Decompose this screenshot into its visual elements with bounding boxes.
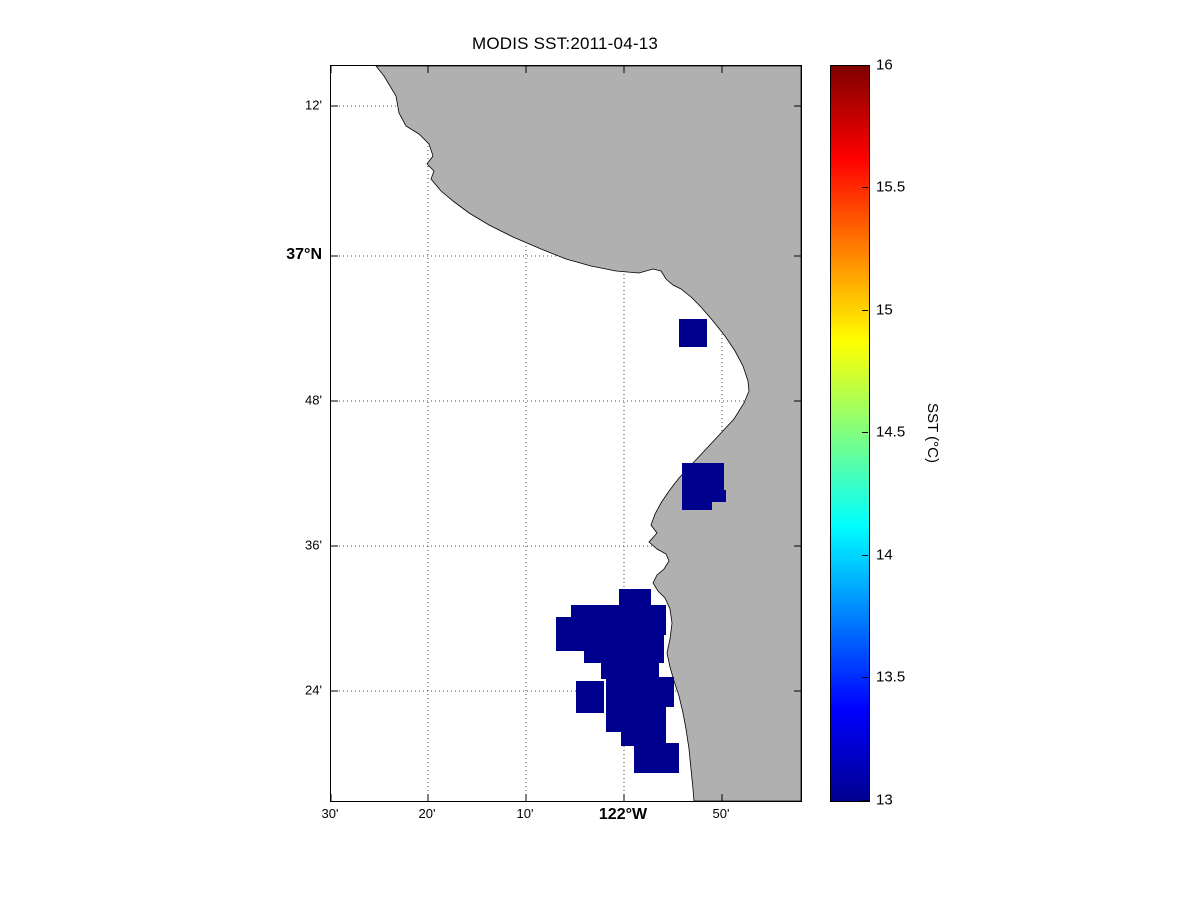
y-tick-label: 36' xyxy=(305,537,322,553)
y-tick-label: 37°N xyxy=(286,246,322,263)
colorbar-tick-mark xyxy=(862,432,868,433)
sst-pixel-patch xyxy=(571,605,666,635)
sst-map-svg xyxy=(331,66,801,801)
x-tick-label: 30' xyxy=(321,806,339,821)
colorbar-tick-mark xyxy=(862,187,868,188)
map-plot-area xyxy=(330,65,802,802)
x-tick-label: 50' xyxy=(712,806,730,821)
colorbar-tick-mark xyxy=(862,677,868,678)
x-tick-label: 10' xyxy=(516,806,534,821)
sst-pixel-patch xyxy=(584,635,664,663)
sst-pixel-patch xyxy=(621,701,666,746)
sst-pixel-patch xyxy=(682,496,712,510)
colorbar-tick-label: 14.5 xyxy=(876,423,906,441)
colorbar-axis-label: SST (°C) xyxy=(924,403,941,463)
colorbar-tick-label: 16 xyxy=(876,56,893,74)
colorbar-tick-label: 13 xyxy=(876,791,893,809)
chart-title: MODIS SST:2011-04-13 xyxy=(471,34,659,53)
land-polygon xyxy=(375,66,801,801)
y-tick-label: 48' xyxy=(305,392,322,408)
colorbar-tick-mark xyxy=(862,800,868,801)
sst-pixel-patch xyxy=(556,617,586,651)
colorbar-tick-mark xyxy=(862,65,868,66)
colorbar-tick-label: 14 xyxy=(876,546,893,564)
sst-pixel-patch xyxy=(712,490,726,502)
colorbar-tick-mark xyxy=(862,310,868,311)
sst-pixel-patch xyxy=(634,743,679,773)
sst-pixel-patch xyxy=(619,589,651,607)
y-tick-label: 12' xyxy=(305,97,322,113)
colorbar-tick-label: 13.5 xyxy=(876,668,906,686)
colorbar-tick-mark xyxy=(862,555,868,556)
colorbar-tick-label: 15 xyxy=(876,301,893,319)
x-tick-label: 20' xyxy=(418,806,436,821)
colorbar xyxy=(830,65,870,802)
sst-pixel-patch xyxy=(601,663,659,679)
y-tick-label: 24' xyxy=(305,682,322,698)
sst-pixel-patch xyxy=(576,681,604,713)
sst-pixel-patch xyxy=(679,319,707,347)
colorbar-tick-label: 15.5 xyxy=(876,178,906,196)
x-tick-label: 122°W xyxy=(598,806,648,823)
